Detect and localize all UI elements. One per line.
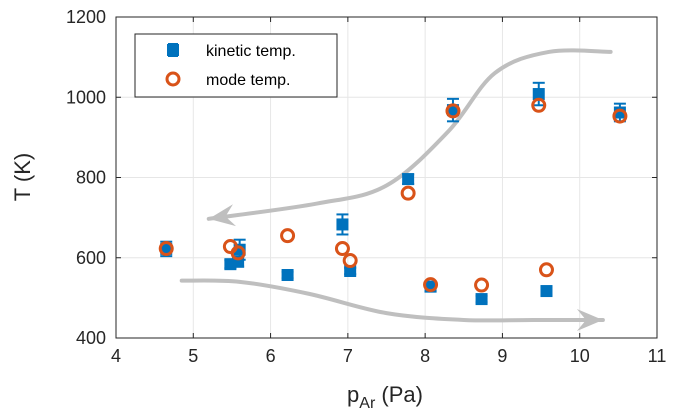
- kinetic-marker-10: [475, 293, 488, 306]
- mode-marker-7: [423, 277, 439, 293]
- x-tick-label-3: 7: [343, 346, 353, 366]
- y-tick-label-1: 600: [76, 248, 106, 268]
- x-axis-label-main: p: [347, 382, 359, 407]
- legend-marker-kinetic: [167, 43, 179, 57]
- legend-label-kinetic: kinetic temp.: [206, 43, 296, 60]
- mode-marker-11: [538, 262, 554, 278]
- x-tick-label-6: 10: [570, 346, 590, 366]
- mode-marker-4: [334, 241, 350, 257]
- mode-marker-0: [158, 241, 174, 257]
- legend-marker-mode: [165, 71, 181, 87]
- x-axis-label-subscript: Ar: [359, 395, 376, 412]
- trend-arrow-head-1: [576, 308, 603, 331]
- mode-marker-8: [445, 103, 461, 119]
- mode-marker-10: [531, 97, 547, 113]
- y-tick-label-3: 1000: [66, 87, 106, 107]
- trend-arrow-line-0: [206, 48, 613, 221]
- y-tick-label-4: 1200: [66, 7, 106, 27]
- trend-arrows: [179, 48, 613, 331]
- mode-marker-12: [612, 108, 628, 124]
- y-axis-label: T (K): [10, 153, 35, 201]
- kinetic-marker-12: [540, 285, 553, 298]
- mode-marker-3: [280, 228, 296, 244]
- kinetic-marker-6: [344, 264, 357, 277]
- x-tick-label-2: 6: [266, 346, 276, 366]
- trend-arrow-head-0: [208, 204, 237, 227]
- kinetic-marker-11: [532, 88, 545, 101]
- kinetic-marker-4: [281, 269, 294, 282]
- mode-marker-5: [342, 253, 358, 269]
- kinetic-marker-7: [402, 173, 415, 186]
- x-axis-label: pAr (Pa): [347, 382, 423, 412]
- x-axis-label-unit: (Pa): [381, 382, 423, 407]
- x-tick-label-5: 9: [497, 346, 507, 366]
- mode-marker-9: [474, 277, 490, 293]
- x-tick-label-0: 4: [111, 346, 121, 366]
- y-tick-label-2: 800: [76, 168, 106, 188]
- legend-label-mode: mode temp.: [206, 72, 290, 89]
- x-tick-label-1: 5: [188, 346, 198, 366]
- data-series: [158, 81, 628, 306]
- mode-marker-6: [400, 185, 416, 201]
- trend-arrow-line-1: [179, 278, 605, 323]
- kinetic-marker-5: [336, 218, 349, 231]
- legend: kinetic temp. mode temp.: [134, 33, 338, 98]
- y-tick-label-0: 400: [76, 328, 106, 348]
- mode-marker-2: [230, 245, 246, 261]
- series-mode: [158, 97, 628, 293]
- x-tick-label-7: 11: [648, 346, 667, 366]
- axes: [115, 16, 658, 339]
- tick-labels: 4 5 6 7 8 9 10 11 400 600 800 1000 1200: [66, 7, 666, 366]
- series-kinetic: [160, 81, 626, 306]
- x-tick-label-4: 8: [420, 346, 430, 366]
